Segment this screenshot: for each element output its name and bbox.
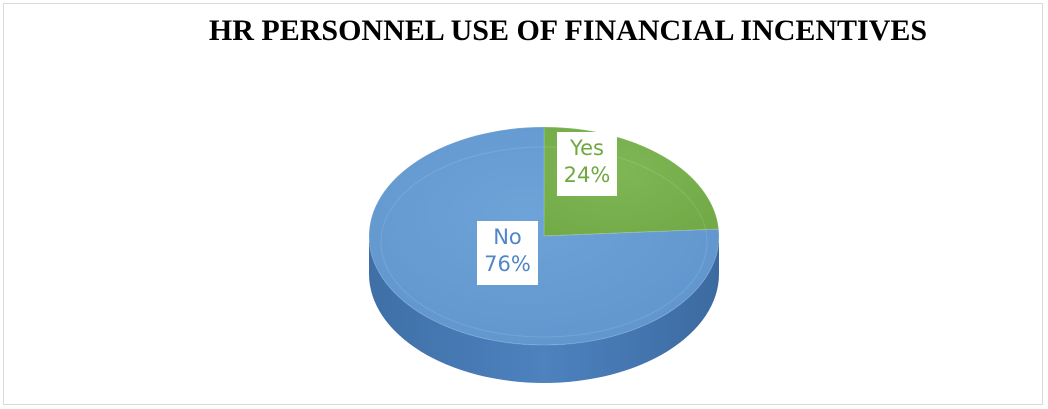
data-label-yes: Yes 24% <box>557 132 617 196</box>
data-label-no-name: No <box>493 225 522 249</box>
data-label-yes-value: 24% <box>563 163 611 187</box>
data-label-no-value: 76% <box>484 252 531 276</box>
data-label-no: No 76% <box>477 221 538 285</box>
pie-side-no <box>369 236 719 383</box>
pie-rim-highlight <box>380 146 708 338</box>
data-label-yes-name: Yes <box>570 136 604 160</box>
chart-title: HR PERSONNEL USE OF FINANCIAL INCENTIVES <box>208 14 928 47</box>
pie-slice-no <box>368 126 720 346</box>
